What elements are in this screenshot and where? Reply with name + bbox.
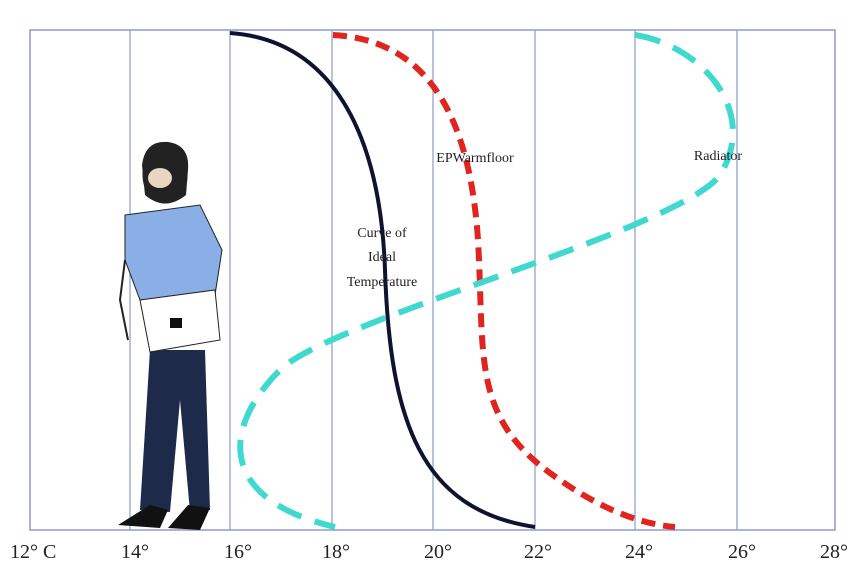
curve-label: Temperature bbox=[347, 275, 418, 290]
ideal-curve bbox=[229, 31, 536, 529]
axis-label: 20° bbox=[424, 541, 452, 563]
axis-label: 14° bbox=[121, 541, 149, 563]
curve-label: Curve of bbox=[357, 226, 407, 241]
axis-label: 26° bbox=[728, 541, 756, 563]
axis-label: 12° C bbox=[10, 541, 56, 563]
axis-label: 18° bbox=[322, 541, 350, 563]
warmfloor-curve bbox=[332, 32, 676, 530]
grid bbox=[129, 30, 738, 530]
curve-label: Ideal bbox=[368, 250, 396, 265]
curve-label: EPWarmfloor bbox=[436, 151, 514, 166]
curve-label: Radiator bbox=[694, 149, 743, 164]
axis-label: 22° bbox=[524, 541, 552, 563]
axis-label: 28° bbox=[820, 541, 848, 563]
axis-label: 24° bbox=[625, 541, 653, 563]
axis-label: 16° bbox=[224, 541, 252, 563]
person bbox=[118, 141, 223, 530]
radiator-curve bbox=[237, 32, 736, 530]
